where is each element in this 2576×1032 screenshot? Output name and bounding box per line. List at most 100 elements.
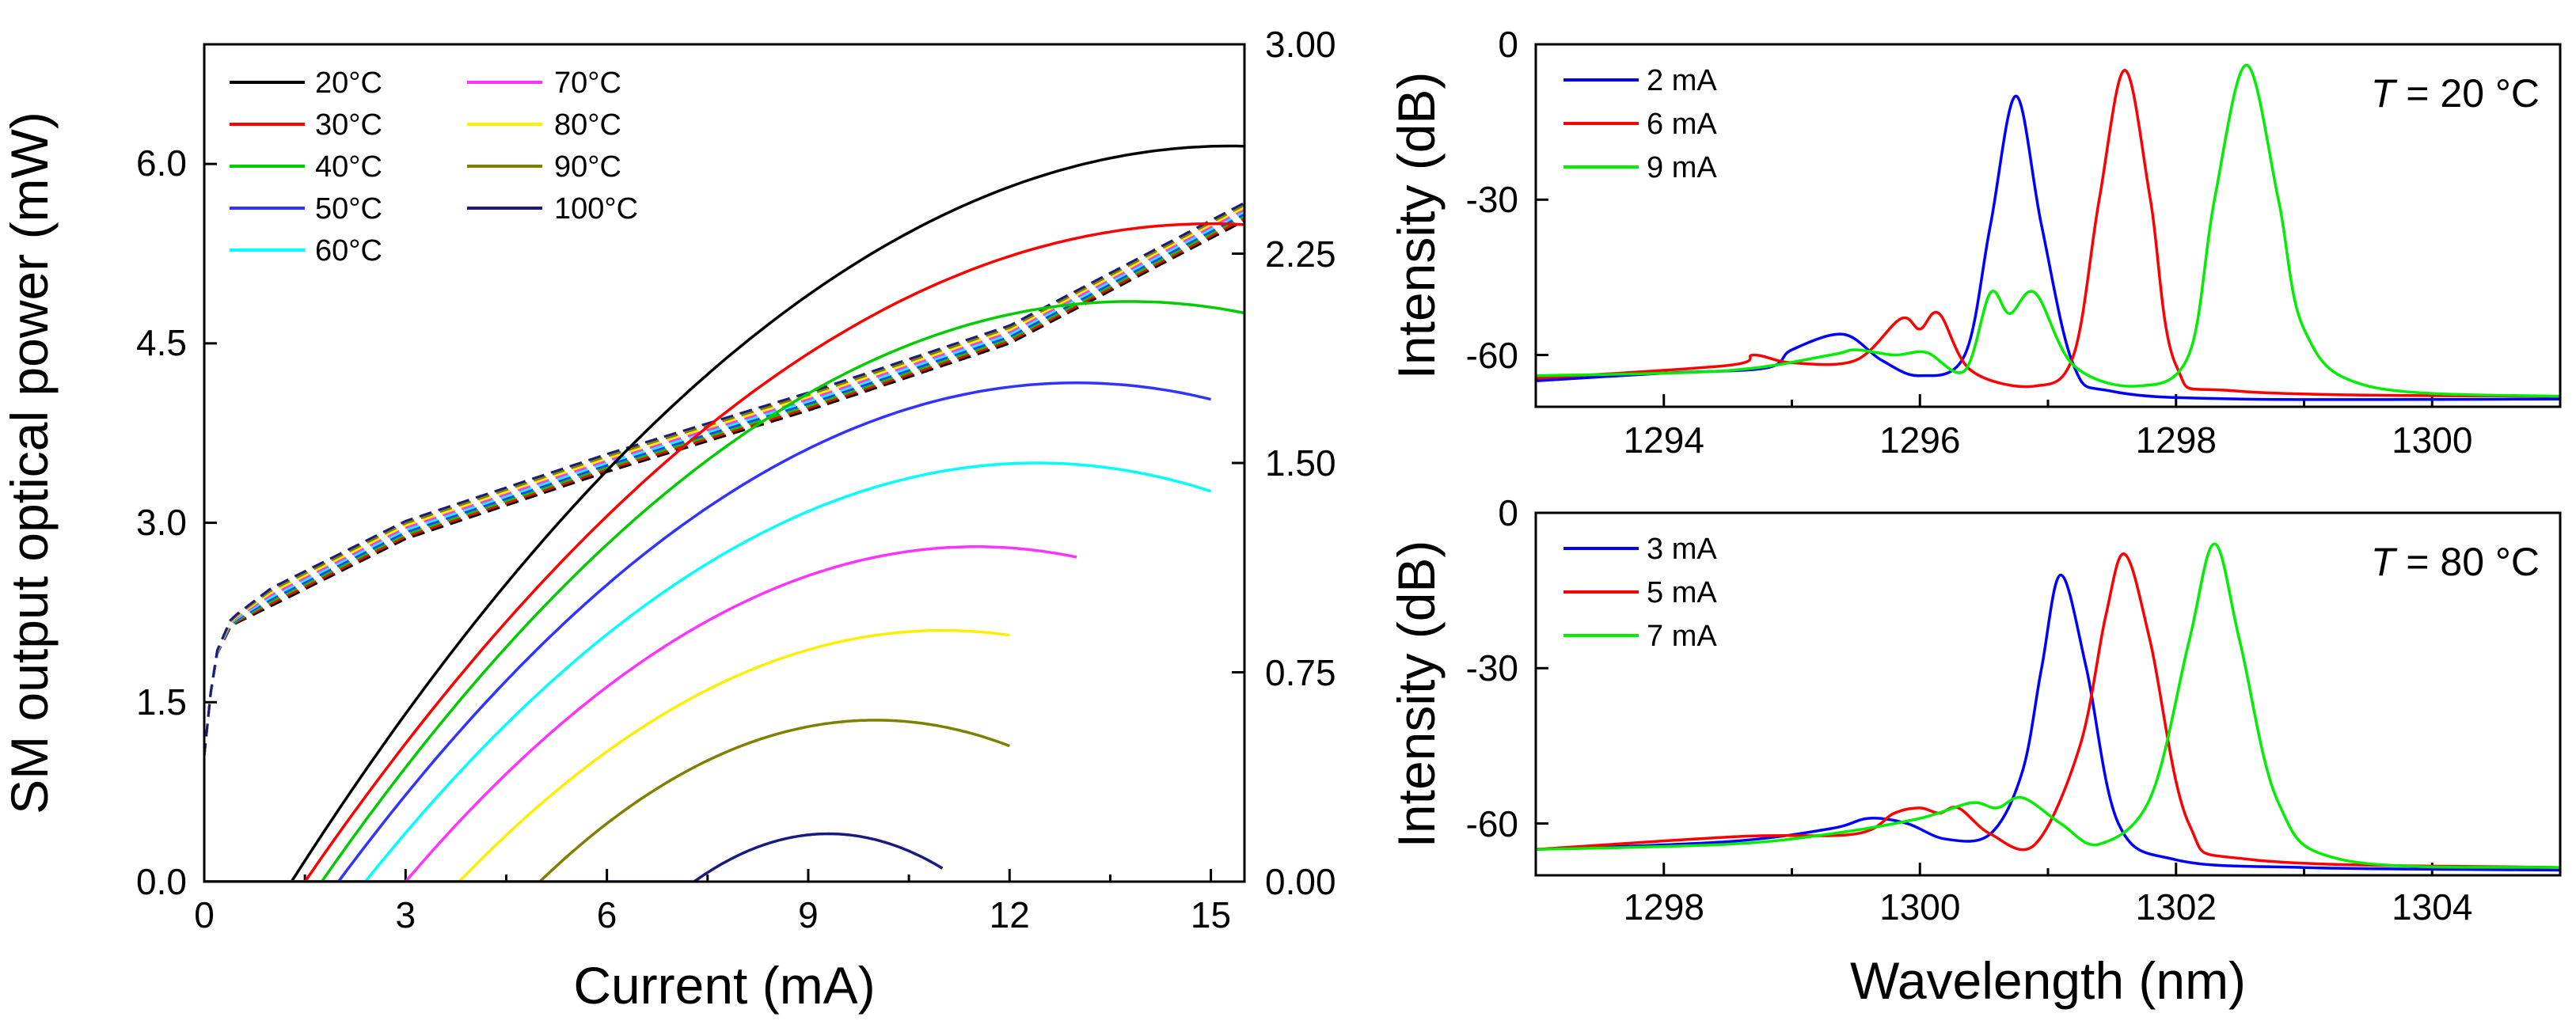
spectrum-80c-legend: 3 mA 5 mA 7 mA — [1563, 533, 1717, 653]
power-curve — [204, 381, 1212, 882]
spectrum-chart-20c: 1294 1296 1298 1300 0 -30 -60 Intensity … — [1387, 24, 2562, 461]
voltage-curve — [204, 214, 1244, 757]
legend-label: 3 mA — [1647, 533, 1717, 566]
power-curve — [204, 628, 1010, 882]
legend-item: 40°C — [230, 150, 382, 184]
temperature-value: = 20 °C — [2395, 71, 2540, 116]
liv-ytick-label: 1.5 — [136, 681, 187, 723]
spectrum-20c-xtick-label: 1300 — [2392, 419, 2472, 461]
spectrum-20c-xtick-label: 1298 — [2136, 419, 2217, 461]
voltage-curve — [204, 219, 1244, 757]
legend-item: 7 mA — [1563, 620, 1717, 653]
spectrum-20c-curves — [1536, 63, 2560, 401]
power-curve — [204, 144, 1244, 882]
legend-label: 30°C — [315, 108, 382, 142]
liv-xtick-label: 9 — [798, 894, 819, 935]
spectrum-80c-curves — [1536, 542, 2560, 872]
liv-y-axis-title: SM output optical power (mW) — [0, 112, 59, 814]
liv-y2tick-label: 0.75 — [1265, 652, 1336, 693]
voltage-curve — [204, 203, 1244, 757]
spectrum-20c-xtick-label: 1296 — [1879, 419, 1960, 461]
liv-xtick-label: 15 — [1191, 894, 1231, 935]
spectrum-chart-80c: 1298 1300 1302 1304 0 -30 -60 Intensity … — [1387, 492, 2562, 1010]
spectrum-80c-ytick-label: -30 — [1466, 647, 1518, 689]
liv-curves — [204, 144, 1244, 882]
legend-item: 3 mA — [1563, 533, 1717, 566]
power-curve — [204, 832, 944, 882]
spectrum-20c-ytick-label: 0 — [1498, 24, 1518, 65]
spectrum-20c-plot-frame — [1534, 43, 2562, 408]
voltage-curve — [204, 213, 1244, 757]
spectrum-80c-ytick-label: -60 — [1466, 803, 1518, 844]
legend-item: 100°C — [467, 192, 638, 226]
liv-legend: 20°C 30°C 40°C 50°C 60°C 70°C — [230, 66, 638, 267]
legend-item: 80°C — [467, 108, 621, 142]
legend-label: 100°C — [554, 192, 638, 226]
liv-ytick-label: 0.0 — [136, 861, 187, 902]
liv-xtick-label: 6 — [597, 894, 617, 935]
legend-label: 2 mA — [1647, 64, 1717, 97]
legend-label: 20°C — [315, 66, 382, 100]
spectrum-80c-xtick-label: 1304 — [2392, 886, 2472, 928]
spectrum-curve — [1536, 542, 2560, 869]
legend-label: 50°C — [315, 192, 382, 226]
legend-label: 6 mA — [1647, 108, 1717, 141]
spectrum-20c-ytick-label: -60 — [1466, 335, 1518, 376]
spectrum-20c-xtick-label: 1294 — [1624, 419, 1704, 461]
voltage-curve — [204, 211, 1244, 757]
spectrum-80c-y-axis-title: Intensity (dB) — [1387, 541, 1446, 848]
temperature-label-80c: T = 80 °C — [2371, 540, 2540, 584]
liv-plot-frame — [203, 43, 1246, 883]
spectrum-80c-plot-frame — [1534, 511, 2562, 877]
legend-item: 5 mA — [1563, 576, 1717, 609]
liv-y2tick-label: 0.00 — [1265, 861, 1336, 902]
legend-label: 80°C — [554, 108, 621, 142]
legend-item: 50°C — [230, 192, 382, 226]
voltage-curve — [204, 217, 1244, 757]
temperature-symbol: T — [2371, 540, 2398, 584]
liv-ytick-label: 6.0 — [136, 142, 187, 184]
liv-ytick-label: 3.0 — [136, 502, 187, 543]
legend-item: 6 mA — [1563, 108, 1717, 141]
power-curve — [204, 222, 1244, 882]
liv-xtick-label: 12 — [990, 894, 1030, 935]
spectrum-curve — [1536, 94, 2560, 401]
spectrum-x-axis-title: Wavelength (nm) — [1850, 951, 2246, 1010]
liv-ytick-label: 4.5 — [136, 322, 187, 363]
liv-chart: 0 3 6 9 12 15 0.0 1.5 3.0 4.5 6.0 0.00 0… — [0, 24, 1336, 1015]
legend-label: 9 mA — [1647, 151, 1717, 184]
legend-label: 70°C — [554, 66, 621, 100]
spectrum-curve — [1536, 68, 2560, 398]
legend-item: 70°C — [467, 66, 621, 100]
temperature-symbol: T — [2371, 71, 2398, 116]
spectrum-80c-xtick-label: 1300 — [1879, 886, 1960, 928]
liv-y2tick-label: 1.50 — [1265, 442, 1336, 484]
legend-label: 40°C — [315, 150, 382, 184]
spectrum-20c-ytick-label: -30 — [1466, 179, 1518, 220]
spectrum-20c-y-axis-title: Intensity (dB) — [1387, 72, 1446, 380]
liv-xtick-label: 0 — [194, 894, 215, 935]
liv-y2tick-label: 2.25 — [1265, 233, 1336, 275]
voltage-curve — [204, 206, 1244, 757]
legend-label: 90°C — [554, 150, 621, 184]
power-curve — [204, 300, 1244, 882]
spectrum-80c-ytick-label: 0 — [1498, 492, 1518, 533]
legend-item: 9 mA — [1563, 151, 1717, 184]
spectrum-80c-xtick-label: 1302 — [2136, 886, 2217, 928]
spectrum-20c-legend: 2 mA 6 mA 9 mA — [1563, 64, 1717, 184]
legend-item: 60°C — [230, 234, 382, 267]
legend-label: 7 mA — [1647, 620, 1717, 653]
temperature-value: = 80 °C — [2395, 540, 2540, 584]
power-curve — [204, 461, 1212, 882]
voltage-curve — [204, 208, 1244, 757]
spectrum-80c-xtick-label: 1298 — [1624, 886, 1704, 928]
power-curve — [204, 719, 1010, 882]
liv-y2tick-label: 3.00 — [1265, 24, 1336, 65]
legend-item: 20°C — [230, 66, 382, 100]
voltage-curve — [204, 201, 1244, 757]
legend-item: 2 mA — [1563, 64, 1717, 97]
liv-xtick-label: 3 — [396, 894, 416, 935]
spectrum-curve — [1536, 573, 2560, 872]
legend-label: 60°C — [315, 234, 382, 267]
